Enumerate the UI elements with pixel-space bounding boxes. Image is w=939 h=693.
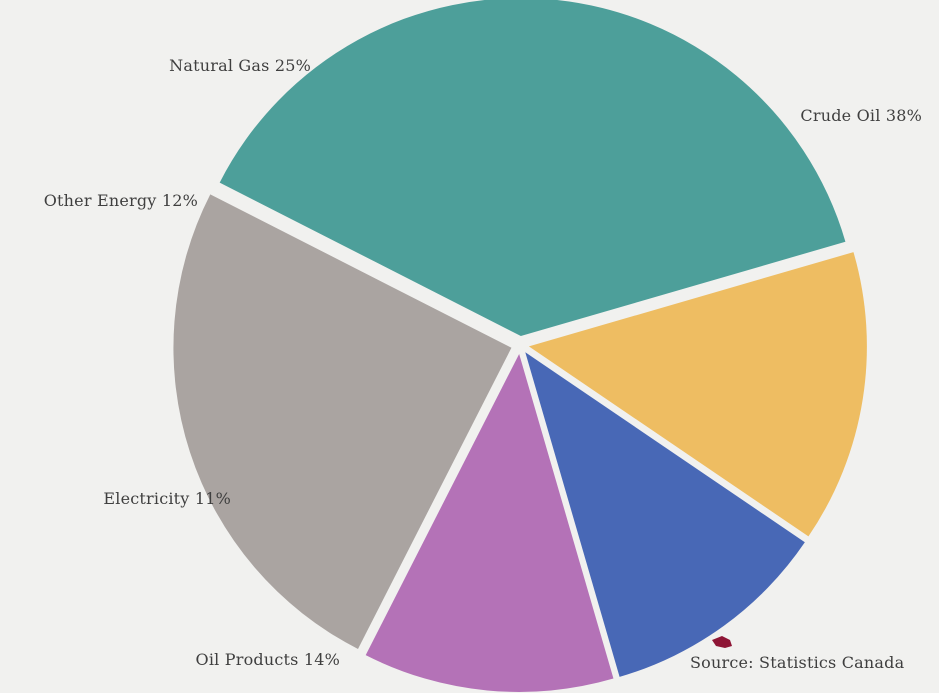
pie-slice-other-energy (365, 353, 614, 692)
pie-slice-crude-oil (219, 0, 846, 337)
source-note: Source: Statistics Canada (690, 653, 905, 672)
pie-slice-electricity (525, 352, 805, 677)
pie-slice-oil-products (528, 252, 867, 537)
slice-label-electricity: Electricity 11% (103, 489, 231, 508)
slice-label-natural-gas: Natural Gas 25% (169, 56, 311, 75)
pie-slice-natural-gas (173, 194, 512, 649)
slice-label-other-energy: Other Energy 12% (44, 191, 198, 210)
source-mark-icon (712, 636, 732, 648)
slice-label-crude-oil: Crude Oil 38% (800, 106, 922, 125)
pie-slices (173, 0, 867, 692)
slice-label-oil-products: Oil Products 14% (196, 650, 340, 669)
slice-labels: Crude Oil 38% Oil Products 14% Electricity… (44, 56, 922, 669)
